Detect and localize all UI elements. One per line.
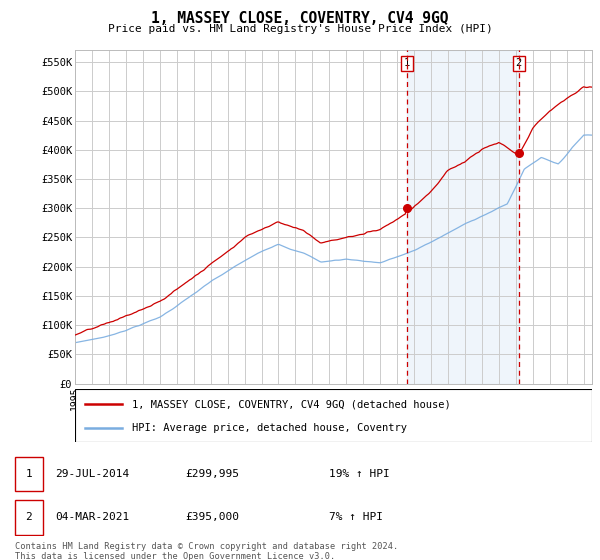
Bar bbox=[15, 456, 43, 491]
Text: 1, MASSEY CLOSE, COVENTRY, CV4 9GQ: 1, MASSEY CLOSE, COVENTRY, CV4 9GQ bbox=[151, 11, 449, 26]
Text: Price paid vs. HM Land Registry's House Price Index (HPI): Price paid vs. HM Land Registry's House … bbox=[107, 24, 493, 34]
Text: Contains HM Land Registry data © Crown copyright and database right 2024.
This d: Contains HM Land Registry data © Crown c… bbox=[15, 542, 398, 560]
Text: 19% ↑ HPI: 19% ↑ HPI bbox=[329, 469, 389, 479]
Text: 2: 2 bbox=[515, 58, 522, 68]
Text: 1, MASSEY CLOSE, COVENTRY, CV4 9GQ (detached house): 1, MASSEY CLOSE, COVENTRY, CV4 9GQ (deta… bbox=[132, 399, 451, 409]
Text: 1: 1 bbox=[25, 469, 32, 479]
Text: £395,000: £395,000 bbox=[185, 512, 239, 522]
Text: 2: 2 bbox=[25, 512, 32, 522]
Text: 7% ↑ HPI: 7% ↑ HPI bbox=[329, 512, 383, 522]
Bar bbox=[15, 500, 43, 535]
Text: HPI: Average price, detached house, Coventry: HPI: Average price, detached house, Cove… bbox=[132, 422, 407, 432]
Text: £299,995: £299,995 bbox=[185, 469, 239, 479]
Text: 29-JUL-2014: 29-JUL-2014 bbox=[55, 469, 130, 479]
Text: 04-MAR-2021: 04-MAR-2021 bbox=[55, 512, 130, 522]
Bar bbox=[407, 50, 519, 384]
Text: 1: 1 bbox=[404, 58, 410, 68]
